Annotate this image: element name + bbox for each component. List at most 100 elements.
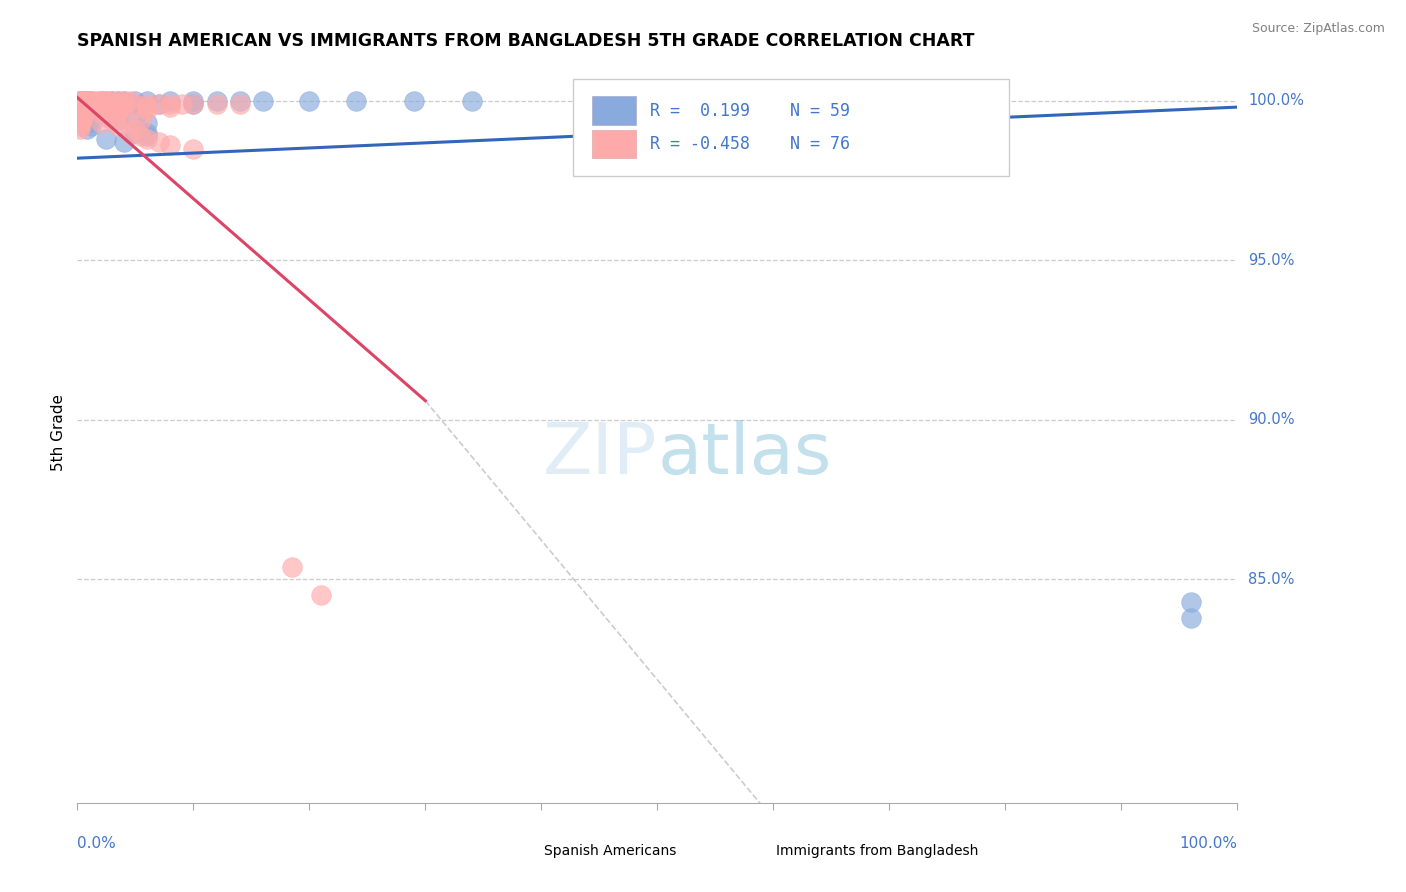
Point [118, 126, 141, 140]
Point [77, 116, 100, 130]
Point [402, 94, 425, 108]
Point [77, 94, 100, 108]
Point [83, 100, 105, 114]
Point [96, 110, 118, 124]
Point [77, 97, 100, 112]
Point [96, 100, 118, 114]
Point [72, 94, 94, 108]
Point [80, 94, 103, 108]
FancyBboxPatch shape [592, 130, 637, 158]
Point [70, 100, 93, 114]
Point [252, 94, 274, 108]
Point [101, 110, 124, 124]
Text: SPANISH AMERICAN VS IMMIGRANTS FROM BANGLADESH 5TH GRADE CORRELATION CHART: SPANISH AMERICAN VS IMMIGRANTS FROM BANG… [77, 32, 974, 50]
Point [75, 103, 97, 118]
Point [69, 97, 91, 112]
Point [69, 110, 91, 124]
Point [72, 97, 94, 112]
Text: 100.0%: 100.0% [1249, 94, 1305, 108]
Point [183, 97, 205, 112]
Point [69, 116, 91, 130]
Point [90, 94, 111, 108]
Point [107, 94, 129, 108]
Point [70, 106, 93, 120]
Point [73, 110, 96, 124]
Point [80, 120, 103, 134]
Point [101, 100, 124, 114]
Point [107, 94, 129, 108]
Point [83, 94, 105, 108]
Point [69, 103, 91, 118]
Point [118, 94, 141, 108]
Point [135, 126, 157, 140]
Point [76, 97, 98, 112]
Point [107, 112, 129, 127]
Point [135, 100, 157, 114]
Point [135, 116, 157, 130]
Point [344, 94, 367, 108]
Point [112, 135, 135, 149]
Point [69, 100, 91, 114]
Point [73, 103, 96, 118]
Point [76, 122, 98, 136]
Point [70, 103, 93, 118]
Point [135, 94, 157, 108]
Point [69, 97, 91, 112]
Point [69, 94, 91, 108]
Point [80, 94, 103, 108]
Point [70, 100, 93, 114]
Point [228, 97, 252, 112]
Point [70, 110, 93, 124]
Point [72, 97, 94, 112]
Point [72, 110, 94, 124]
Point [69, 106, 91, 120]
Text: Spanish Americans: Spanish Americans [544, 844, 676, 858]
Point [159, 94, 181, 108]
Point [76, 103, 98, 118]
Point [107, 103, 129, 118]
Point [281, 559, 304, 574]
Point [76, 94, 98, 108]
Point [77, 100, 100, 114]
Point [69, 100, 91, 114]
Point [124, 110, 146, 124]
Point [148, 97, 170, 112]
Point [87, 103, 110, 118]
Point [101, 112, 124, 127]
Point [87, 94, 110, 108]
Point [159, 100, 181, 114]
Point [96, 94, 118, 108]
Y-axis label: 5th Grade: 5th Grade [51, 394, 66, 471]
Point [69, 110, 91, 124]
Point [70, 97, 93, 112]
Point [112, 100, 135, 114]
Point [75, 106, 97, 120]
FancyBboxPatch shape [592, 96, 637, 125]
Text: Source: ZipAtlas.com: Source: ZipAtlas.com [1251, 22, 1385, 36]
Point [112, 94, 135, 108]
Point [73, 100, 96, 114]
Text: 100.0%: 100.0% [1180, 836, 1237, 851]
Point [69, 116, 91, 130]
Point [69, 110, 91, 124]
Point [75, 94, 97, 108]
Point [129, 128, 152, 143]
Point [69, 106, 91, 120]
Point [1180, 595, 1202, 609]
Point [124, 97, 146, 112]
Point [73, 97, 96, 112]
Point [83, 97, 105, 112]
Point [148, 97, 170, 112]
Point [205, 97, 228, 112]
Point [124, 122, 146, 136]
Point [112, 110, 135, 124]
Point [69, 103, 91, 118]
Point [298, 94, 321, 108]
Point [70, 112, 93, 127]
Point [70, 112, 93, 127]
Point [76, 100, 98, 114]
Point [69, 94, 91, 108]
FancyBboxPatch shape [572, 78, 1008, 176]
Point [159, 138, 181, 153]
Point [69, 97, 91, 112]
